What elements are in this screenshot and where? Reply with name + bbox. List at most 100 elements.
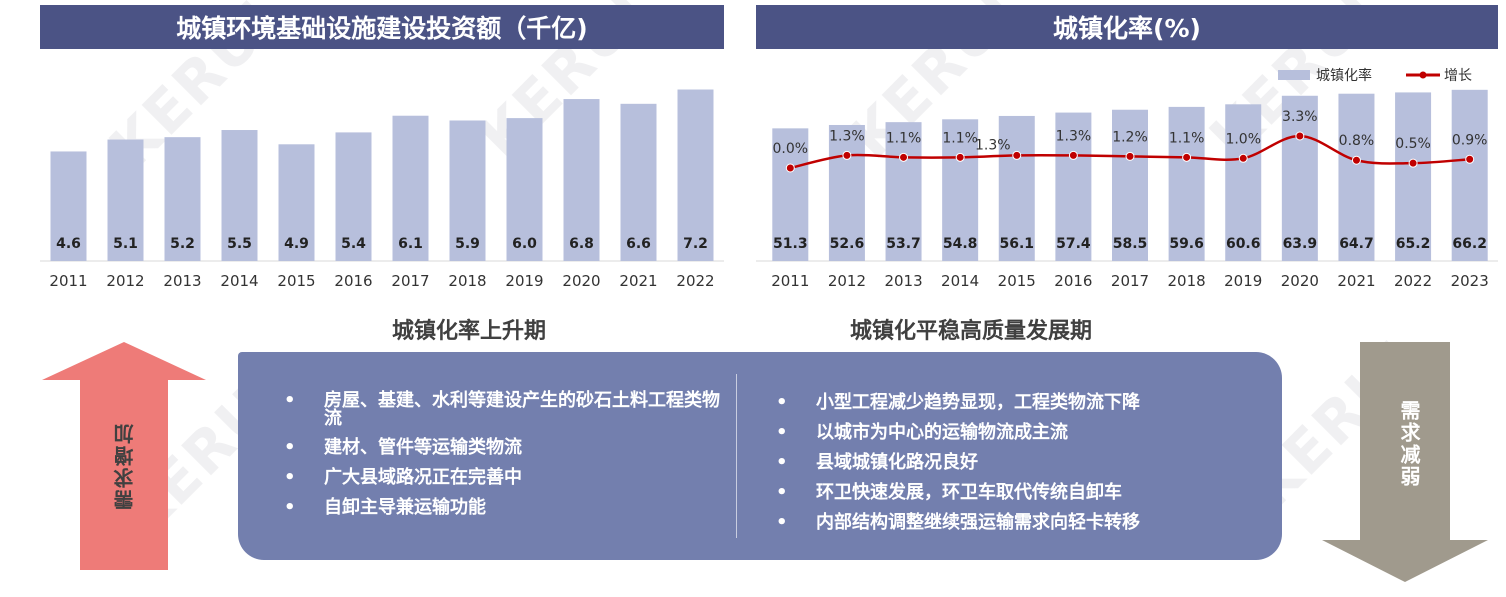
- bar: [677, 89, 714, 261]
- x-tick-label: 2013: [884, 272, 922, 290]
- rising-phase-points: • 房屋、基建、水利等建设产生的砂石土料工程类物流 • 建材、管件等运输类物流 • 广…: [284, 390, 724, 527]
- growth-value-label: 0.0%: [773, 141, 809, 157]
- bullet-icon: •: [284, 437, 296, 458]
- phase-comparison-panel: • 房屋、基建、水利等建设产生的砂石土料工程类物流 • 建材、管件等运输类物流 • 广…: [238, 352, 1282, 560]
- bar-value-label: 5.2: [170, 236, 195, 252]
- legend-bar-label: 城镇化率: [1316, 67, 1372, 84]
- list-item: • 内部结构调整继续强运输需求向轻卡转移: [776, 512, 1140, 533]
- bar-value-label: 4.6: [56, 236, 81, 252]
- bar-value-label: 60.6: [1226, 236, 1261, 252]
- demand-decrease-label: 需求减弱: [1397, 400, 1421, 488]
- urbanization-combo-chart: 城镇化率 增长 51.3 2011 52.6 2012 53.7 2013 54.8 2014 56…: [756, 67, 1498, 290]
- bar-value-label: 52.6: [830, 236, 865, 252]
- bar: [885, 122, 922, 261]
- growth-value-label: 0.5%: [1395, 136, 1431, 152]
- list-item: • 县域城镇化路况良好: [776, 452, 978, 473]
- bar-value-label: 7.2: [683, 236, 708, 252]
- growth-value-label: 1.2%: [1112, 129, 1148, 145]
- x-tick-label: 2015: [998, 272, 1036, 290]
- growth-value-label: 0.8%: [1339, 133, 1375, 149]
- growth-point: [899, 152, 909, 162]
- x-tick-label: 2013: [163, 272, 201, 290]
- growth-point: [1068, 150, 1078, 160]
- growth-point: [1295, 131, 1305, 141]
- x-tick-label: 2020: [1281, 272, 1319, 290]
- bullet-icon: •: [776, 422, 788, 443]
- bar-value-label: 6.1: [398, 236, 423, 252]
- bullet-icon: •: [284, 497, 296, 518]
- growth-value-label: 0.9%: [1452, 132, 1488, 148]
- x-tick-label: 2021: [1337, 272, 1375, 290]
- legend-bar-swatch: [1278, 70, 1310, 80]
- bar-value-label: 65.2: [1396, 236, 1431, 252]
- bullet-icon: •: [776, 512, 788, 533]
- bar: [772, 128, 809, 261]
- x-tick-label: 2017: [1111, 272, 1149, 290]
- bar: [107, 139, 144, 261]
- bar-value-label: 6.6: [626, 236, 651, 252]
- up-arrow-shape: [42, 342, 206, 570]
- bullet-icon: •: [776, 392, 788, 413]
- growth-value-label: 1.3%: [829, 128, 865, 144]
- list-item: • 以城市为中心的运输物流成主流: [776, 422, 1068, 443]
- growth-point: [1125, 151, 1135, 161]
- bar: [1055, 112, 1092, 261]
- x-tick-label: 2017: [391, 272, 429, 290]
- growth-value-label: 1.3%: [975, 137, 1011, 153]
- bullet-icon: •: [776, 482, 788, 503]
- bullet-icon: •: [284, 390, 296, 411]
- demand-increase-label: 需求增加: [113, 422, 137, 510]
- phase-rising-label: 城镇化率上升期: [392, 319, 547, 344]
- x-tick-label: 2020: [562, 272, 600, 290]
- bar: [828, 124, 865, 262]
- x-tick-label: 2018: [448, 272, 486, 290]
- x-tick-label: 2016: [334, 272, 372, 290]
- bar: [1338, 93, 1375, 261]
- list-item: • 房屋、基建、水利等建设产生的砂石土料工程类物流: [284, 390, 720, 429]
- investment-chart-title: 城镇环境基础设施建设投资额（千亿): [40, 5, 724, 49]
- x-tick-label: 2018: [1168, 272, 1206, 290]
- x-tick-label: 2019: [505, 272, 543, 290]
- growth-point: [1465, 154, 1475, 164]
- x-tick-label: 2023: [1451, 272, 1489, 290]
- demand-increase-arrow: [42, 342, 206, 570]
- bar-value-label: 53.7: [886, 236, 921, 252]
- growth-point: [955, 152, 965, 162]
- growth-point: [1408, 158, 1418, 168]
- x-tick-label: 2014: [220, 272, 258, 290]
- bar: [449, 120, 486, 261]
- bar: [164, 137, 201, 261]
- growth-value-label: 1.1%: [1169, 130, 1205, 146]
- x-tick-label: 2019: [1224, 272, 1262, 290]
- x-tick-label: 2022: [1394, 272, 1432, 290]
- bar-value-label: 51.3: [773, 236, 808, 252]
- x-tick-label: 2021: [619, 272, 657, 290]
- x-tick-label: 2012: [106, 272, 144, 290]
- bar-value-label: 56.1: [999, 236, 1034, 252]
- bar: [1281, 95, 1318, 261]
- growth-value-label: 1.1%: [942, 130, 978, 146]
- stable-phase-points: • 小型工程减少趋势显现，工程类物流下降 • 以城市为中心的运输物流成主流 • 县域城…: [776, 392, 1256, 542]
- bar-value-label: 6.0: [512, 236, 537, 252]
- bar: [221, 130, 258, 261]
- x-tick-label: 2016: [1054, 272, 1092, 290]
- growth-value-label: 3.3%: [1282, 109, 1318, 125]
- x-tick-label: 2022: [676, 272, 714, 290]
- bar: [335, 132, 372, 261]
- list-item: • 自卸主导兼运输功能: [284, 497, 486, 518]
- list-item: • 小型工程减少趋势显现，工程类物流下降: [776, 392, 1140, 413]
- x-tick-label: 2011: [771, 272, 809, 290]
- bar-value-label: 5.9: [455, 236, 480, 252]
- growth-point: [1012, 150, 1022, 160]
- bar: [1112, 109, 1148, 261]
- bar: [278, 144, 315, 261]
- urbanization-chart-title: 城镇化率(%): [756, 5, 1498, 49]
- down-arrow-shape: [1322, 342, 1488, 582]
- growth-point: [785, 163, 795, 173]
- bullet-icon: •: [284, 467, 296, 488]
- x-tick-label: 2014: [941, 272, 979, 290]
- growth-value-label: 1.0%: [1225, 131, 1261, 147]
- bar-value-label: 58.5: [1113, 236, 1148, 252]
- bar: [392, 115, 429, 261]
- growth-value-label: 1.3%: [1056, 128, 1092, 144]
